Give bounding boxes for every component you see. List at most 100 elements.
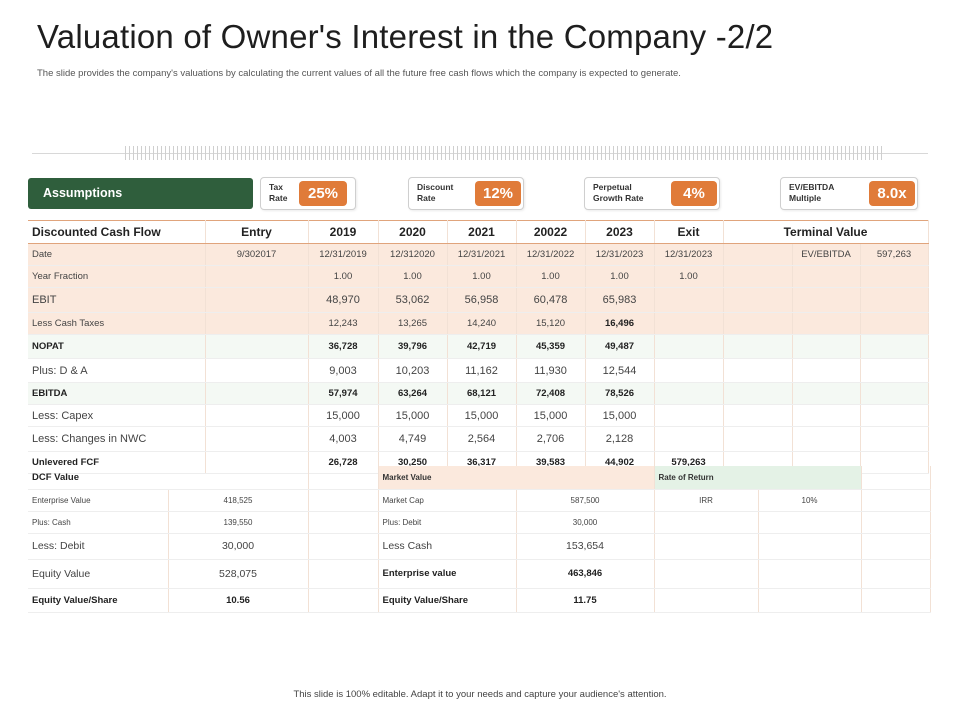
slide-subtitle: The slide provides the company's valuati… [37,68,681,79]
enterprise-value: 418,525 [168,489,309,512]
plus-debit-label: Plus: Debit [378,511,517,534]
table-cell [860,312,929,335]
table-cell: 4,749 [378,426,448,452]
table-cell: 12/31/2023 [654,243,724,266]
table-cell: 2,564 [447,426,517,452]
table-cell [792,312,861,335]
market-cap-value: 587,500 [516,489,655,512]
table-cell [654,334,724,359]
header-cell: 2020 [378,220,448,244]
table-row: Enterprise Value 418,525 Market Cap 587,… [28,489,931,512]
ev-ebitda-chip: EV/EBITDA Multiple 8.0x [780,177,918,210]
header-cell: Discounted Cash Flow [28,220,206,244]
header-cell: 2023 [585,220,655,244]
table-row: Equity Value 528,075 Enterprise value 46… [28,559,931,589]
enterprise-value-2-label: Enterprise value [378,559,517,589]
table-cell [723,287,793,313]
table-cell: 56,958 [447,287,517,313]
table-cell [860,382,929,405]
table-cell: 12/31/2022 [516,243,586,266]
table-cell: 1.00 [308,265,379,288]
table-row: Date 9/302017 12/31/2019 12/312020 12/31/202… [28,243,929,266]
table-cell [205,358,309,383]
discount-rate-value: 12% [475,181,521,206]
table-cell [205,312,309,335]
table-cell [860,404,929,427]
table-cell: 15,000 [447,404,517,427]
table-cell: 12/312020 [378,243,448,266]
row-label: Less Cash Taxes [28,312,206,335]
table-cell [860,426,929,452]
table-cell: 11,162 [447,358,517,383]
row-label: Less: Capex [28,404,206,427]
table-cell: 42,719 [447,334,517,359]
table-cell [723,358,793,383]
ev-ebitda-label: EV/EBITDA Multiple [789,182,835,203]
table-cell: 11,930 [516,358,586,383]
table-cell: 2,706 [516,426,586,452]
table-cell: 72,408 [516,382,586,405]
table-cell [723,312,793,335]
less-cash-label: Less Cash [378,533,517,560]
table-cell [205,426,309,452]
table-cell: 57,974 [308,382,379,405]
perpetual-growth-label: Perpetual Growth Rate [593,182,644,203]
table-cell [654,358,724,383]
table-cell: 68,121 [447,382,517,405]
tax-rate-value: 25% [299,181,347,206]
market-value-label: Market Value [378,466,655,490]
discount-rate-label: Discount Rate [417,182,454,203]
equity-share-2-label: Equity Value/Share [378,588,517,613]
table-row: Less: Debit 30,000 Less Cash 153,654 [28,533,931,560]
table-cell [205,287,309,313]
table-row: Equity Value/Share 10.56 Equity Value/Sh… [28,588,931,613]
table-cell: EV/EBITDA [792,243,861,266]
footer-note: This slide is 100% editable. Adapt it to… [293,689,667,700]
table-cell: 60,478 [516,287,586,313]
row-label: Plus: D & A [28,358,206,383]
table-cell: 53,062 [378,287,448,313]
header-cell: Exit [654,220,724,244]
assumptions-button[interactable]: Assumptions [28,178,253,209]
table-cell [654,312,724,335]
table-cell [205,265,309,288]
table-cell: 16,496 [585,312,655,335]
table-cell: 36,728 [308,334,379,359]
table-cell: 15,000 [516,404,586,427]
table-cell [723,334,793,359]
table-cell [792,404,861,427]
tax-rate-label: Tax Rate [269,182,288,203]
table-row: Less Cash Taxes 12,243 13,265 14,240 15,120 1… [28,312,929,335]
table-cell [654,404,724,427]
header-cell: Entry [205,220,309,244]
table-cell [654,287,724,313]
plus-cash-value: 139,550 [168,511,309,534]
table-cell: 4,003 [308,426,379,452]
table-row: Less: Changes in NWC 4,003 4,749 2,564 2,706… [28,426,929,452]
enterprise-value-2: 463,846 [516,559,655,589]
equity-value: 528,075 [168,559,309,589]
header-cell: 20022 [516,220,586,244]
irr-label: IRR [654,489,759,512]
table-cell [723,404,793,427]
ev-ebitda-value: 8.0x [869,181,915,206]
row-label: Year Fraction [28,265,206,288]
table-cell: 39,796 [378,334,448,359]
table-cell [792,426,861,452]
table-cell: 12/31/2023 [585,243,655,266]
table-cell [205,404,309,427]
table-cell [792,265,861,288]
table-cell [792,287,861,313]
table-cell: 48,970 [308,287,379,313]
table-row: Year Fraction 1.00 1.00 1.00 1.00 1.00 1.00 [28,265,929,288]
table-cell [723,243,793,266]
table-cell: 1.00 [585,265,655,288]
table-row: Plus: Cash 139,550 Plus: Debit 30,000 [28,511,931,534]
table-cell [860,287,929,313]
irr-value: 10% [758,489,862,512]
table-cell: 15,000 [585,404,655,427]
row-label: EBITDA [28,382,206,405]
table-cell: 78,526 [585,382,655,405]
table-cell [860,265,929,288]
table-cell: 1.00 [378,265,448,288]
